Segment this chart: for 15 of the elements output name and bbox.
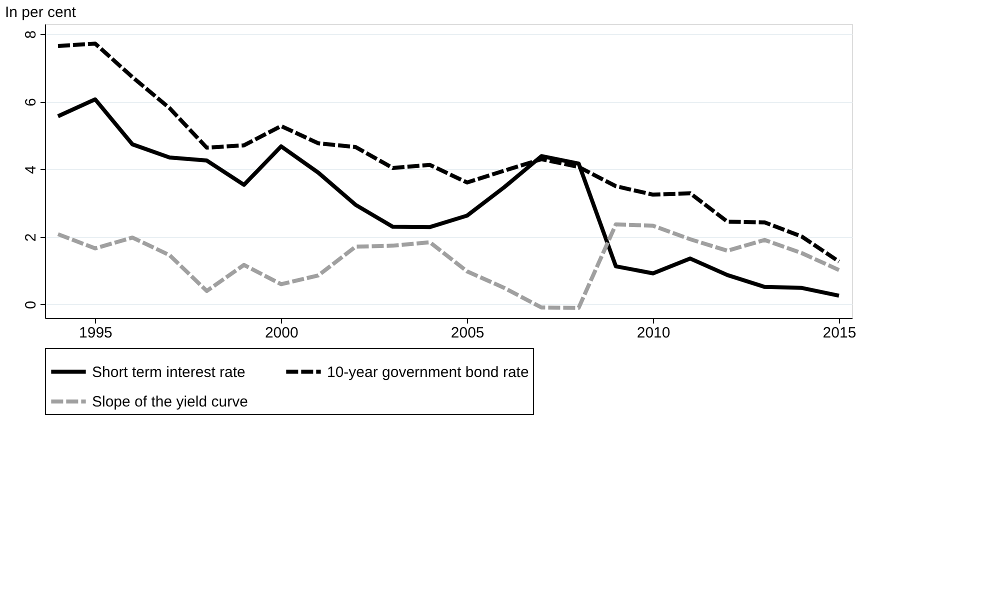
x-tick-label: 2010: [636, 324, 670, 342]
line-series: [56, 222, 841, 310]
y-tick-label: 4: [22, 166, 40, 174]
y-tick-label: 6: [22, 98, 40, 106]
x-tick-label: 1995: [79, 324, 112, 342]
chart-title: In per cent: [5, 4, 77, 21]
x-tick-label: 2015: [822, 324, 856, 342]
legend-label: Short term interest rate: [92, 364, 246, 381]
legend-label: 10-year government bond rate: [327, 364, 529, 381]
y-tick-label: 0: [22, 300, 40, 310]
y-tick-label: 8: [22, 30, 40, 39]
y-tick-label: 2: [22, 233, 40, 242]
x-tick-label: 2005: [450, 324, 484, 342]
x-tick-label: 2000: [264, 324, 298, 342]
legend-label: Slope of the yield curve: [92, 394, 248, 410]
